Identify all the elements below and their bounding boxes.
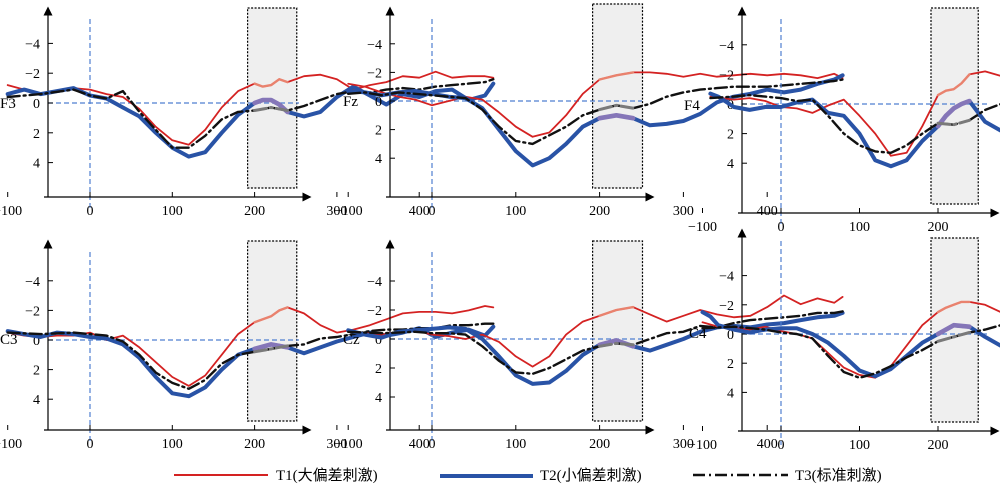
x-tick-label: 100 xyxy=(849,220,870,235)
x-tick-label: −100 xyxy=(334,204,363,219)
x-tick-label: 100 xyxy=(162,437,183,452)
y-tick-label: −2 xyxy=(367,304,382,319)
x-tick-label: 200 xyxy=(589,204,610,219)
series-t1-window-segment xyxy=(936,300,971,314)
legend-label-t2: T2(小偏差刺激) xyxy=(540,467,642,484)
x-tick-label: 200 xyxy=(928,220,949,235)
y-tick-label: 0 xyxy=(33,97,40,112)
y-tick-label: 4 xyxy=(375,391,382,406)
y-tick-label: 2 xyxy=(375,124,382,139)
y-tick-label: −2 xyxy=(367,66,382,81)
x-tick-label: 0 xyxy=(87,437,94,452)
x-tick-label: 0 xyxy=(778,438,785,453)
y-tick-label: 4 xyxy=(33,393,40,408)
channel-label: F3 xyxy=(0,96,16,112)
x-tick-label: 200 xyxy=(928,438,949,453)
x-tick-label: 400 xyxy=(409,437,430,452)
y-tick-label: −4 xyxy=(367,38,382,53)
x-tick-label: 300 xyxy=(326,204,347,219)
y-tick-label: 0 xyxy=(33,334,40,349)
x-tick-label: 100 xyxy=(849,438,870,453)
legend: T1(大偏差刺激) T2(小偏差刺激) T3(标准刺激) xyxy=(174,467,882,484)
y-tick-label: 0 xyxy=(375,95,382,110)
x-tick-label: 400 xyxy=(409,204,430,219)
series-t3-window-segment xyxy=(598,103,635,112)
x-tick-label: 300 xyxy=(673,437,694,452)
series-t3-window-segment xyxy=(598,341,635,348)
x-tick-label: 200 xyxy=(244,204,265,219)
x-tick-label: −100 xyxy=(688,438,717,453)
analysis-window xyxy=(591,3,644,189)
channel-label: F4 xyxy=(684,98,700,114)
channel-label: C4 xyxy=(689,326,707,342)
y-tick-label: −4 xyxy=(25,37,40,52)
y-tick-label: −4 xyxy=(719,39,734,54)
x-tick-label: 100 xyxy=(162,204,183,219)
x-tick-label: 400 xyxy=(757,204,778,219)
x-tick-label: −100 xyxy=(0,204,22,219)
x-tick-label: 300 xyxy=(673,204,694,219)
series-t1-window-segment xyxy=(936,73,971,97)
series-t3-window-segment xyxy=(936,331,971,343)
x-tick-label: 100 xyxy=(505,204,526,219)
series-t3-window-segment xyxy=(253,344,289,354)
y-tick-label: 2 xyxy=(33,127,40,142)
series-t2-window-segment xyxy=(597,113,636,121)
series-t1-window-segment xyxy=(598,305,635,317)
x-tick-label: 200 xyxy=(589,437,610,452)
x-tick-label: 400 xyxy=(757,437,778,452)
series-t3-window-segment xyxy=(936,118,971,127)
y-tick-label: −2 xyxy=(25,67,40,82)
y-tick-label: 2 xyxy=(727,357,734,372)
x-tick-label: 0 xyxy=(87,204,94,219)
y-tick-label: 4 xyxy=(375,152,382,167)
analysis-window xyxy=(247,240,298,422)
x-tick-label: 100 xyxy=(505,437,526,452)
legend-label-t1: T1(大偏差刺激) xyxy=(276,467,378,484)
y-tick-label: 0 xyxy=(375,333,382,348)
x-tick-label: 200 xyxy=(244,437,265,452)
channel-label: Cz xyxy=(343,332,360,348)
channel-label: Fz xyxy=(343,94,358,110)
analysis-window xyxy=(930,237,979,423)
panel-fz: −4 −2 0 2 4 −100 0 100 200 300 400 Fz xyxy=(334,3,845,219)
y-tick-label: 4 xyxy=(33,157,40,172)
series-t3-window-segment xyxy=(253,106,289,112)
legend-label-t3: T3(标准刺激) xyxy=(795,467,882,484)
y-tick-label: 2 xyxy=(727,128,734,143)
y-tick-label: 4 xyxy=(727,386,734,401)
y-tick-label: −4 xyxy=(719,270,734,285)
y-tick-label: 2 xyxy=(375,362,382,377)
x-tick-label: 0 xyxy=(429,204,436,219)
erp-panels: −4−2024−1000100200300400F3−4−2024−100010… xyxy=(0,3,1000,453)
series-t1-window-segment xyxy=(253,306,289,324)
y-tick-label: 0 xyxy=(727,328,734,343)
y-tick-label: −2 xyxy=(25,304,40,319)
x-tick-label: −100 xyxy=(0,437,22,452)
y-tick-label: −2 xyxy=(719,68,734,83)
series-t1-window-segment xyxy=(253,78,289,88)
x-tick-label: 300 xyxy=(326,437,347,452)
series-t2-window-segment xyxy=(935,98,972,129)
x-tick-label: −100 xyxy=(334,437,363,452)
y-tick-label: 4 xyxy=(727,157,734,172)
series-t2-window-segment xyxy=(252,97,290,115)
y-tick-label: −4 xyxy=(367,275,382,290)
analysis-window xyxy=(591,240,644,422)
x-tick-label: 0 xyxy=(429,437,436,452)
x-tick-label: −100 xyxy=(688,220,717,235)
series-t2-window-segment xyxy=(935,322,972,337)
x-tick-label: 0 xyxy=(778,220,785,235)
y-tick-label: 2 xyxy=(33,364,40,379)
y-tick-label: −2 xyxy=(719,299,734,314)
series-t1-window-segment xyxy=(598,71,635,81)
y-tick-label: −4 xyxy=(25,275,40,290)
channel-label: C3 xyxy=(0,332,18,348)
